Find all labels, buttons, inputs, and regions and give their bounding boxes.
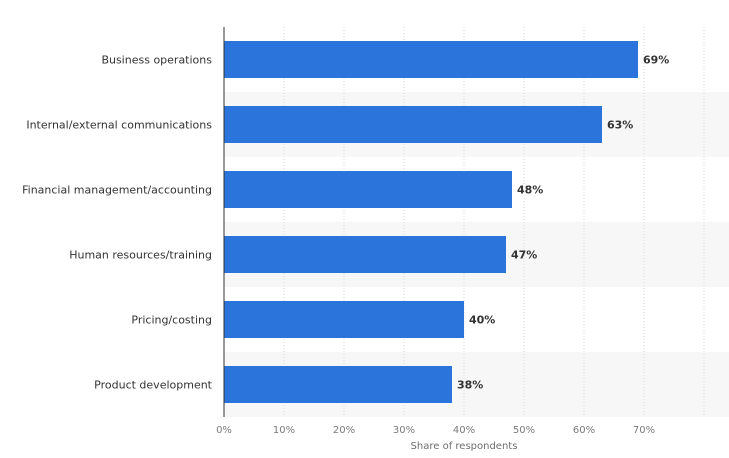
bar: [224, 171, 512, 208]
value-label: 38%: [457, 379, 483, 392]
value-label: 63%: [607, 119, 633, 132]
x-axis-title: Share of respondents: [411, 441, 518, 452]
category-label: Human resources/training: [69, 249, 212, 262]
x-tick-label: 50%: [513, 425, 535, 436]
bar: [224, 236, 506, 273]
value-label: 40%: [469, 314, 495, 327]
bar: [224, 366, 452, 403]
bar: [224, 301, 464, 338]
x-tick-label: 0%: [216, 425, 232, 436]
x-tick-label: 30%: [393, 425, 415, 436]
value-label: 47%: [511, 249, 537, 262]
value-label: 69%: [643, 54, 669, 67]
x-axis-ticks: 0% 10% 20% 30% 40% 50% 60% 70%: [216, 425, 655, 436]
category-label: Internal/external communications: [26, 119, 212, 132]
x-tick-label: 60%: [573, 425, 595, 436]
category-label: Financial management/accounting: [22, 184, 212, 197]
bar: [224, 106, 602, 143]
value-labels: 69% 63% 48% 47% 40% 38%: [457, 54, 669, 392]
x-tick-label: 70%: [633, 425, 655, 436]
bar: [224, 41, 638, 78]
x-tick-label: 10%: [273, 425, 295, 436]
x-tick-label: 40%: [453, 425, 475, 436]
value-label: 48%: [517, 184, 543, 197]
category-label: Product development: [94, 379, 213, 392]
bars: [224, 41, 638, 403]
x-tick-label: 20%: [333, 425, 355, 436]
category-label: Business operations: [101, 54, 212, 67]
gridlines: [283, 27, 705, 417]
category-label: Pricing/costing: [131, 314, 212, 327]
category-labels: Business operations Internal/external com…: [22, 54, 213, 392]
